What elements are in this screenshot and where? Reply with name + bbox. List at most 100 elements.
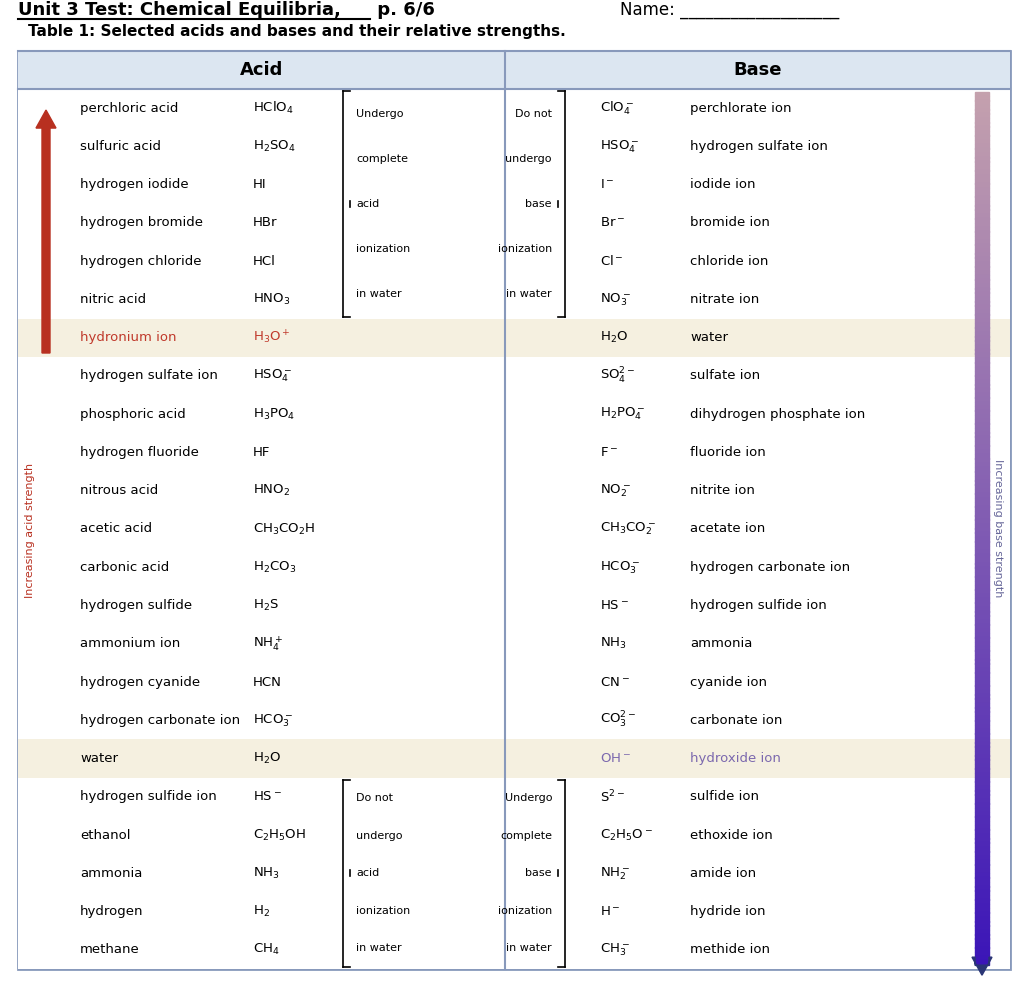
Text: base: base xyxy=(525,199,552,209)
Bar xyxy=(975,144,989,149)
Bar xyxy=(975,650,989,655)
Bar xyxy=(975,558,989,563)
Text: CN$^-$: CN$^-$ xyxy=(600,676,630,689)
Text: HNO$_3$: HNO$_3$ xyxy=(253,292,291,307)
Bar xyxy=(975,166,989,171)
Text: CH$_4$: CH$_4$ xyxy=(253,943,280,957)
Bar xyxy=(975,904,989,908)
Bar xyxy=(975,891,989,896)
Bar xyxy=(975,886,989,891)
Text: HCN: HCN xyxy=(253,676,282,689)
Bar xyxy=(975,606,989,611)
Bar xyxy=(975,738,989,743)
Text: complete: complete xyxy=(500,831,552,841)
Text: undergo: undergo xyxy=(356,831,402,841)
Bar xyxy=(975,747,989,751)
Text: H$_2$SO$_4$: H$_2$SO$_4$ xyxy=(253,139,296,154)
Bar xyxy=(975,855,989,860)
Bar xyxy=(975,807,989,812)
Bar xyxy=(975,340,989,345)
Bar xyxy=(975,175,989,180)
Bar xyxy=(975,91,989,96)
Bar xyxy=(975,485,989,490)
Text: sulfide ion: sulfide ion xyxy=(690,791,759,803)
Bar xyxy=(18,319,1010,357)
Text: carbonate ion: carbonate ion xyxy=(690,714,782,727)
Text: water: water xyxy=(80,752,118,765)
Text: Br$^-$: Br$^-$ xyxy=(600,217,626,230)
Text: chloride ion: chloride ion xyxy=(690,255,768,268)
Bar xyxy=(975,257,989,262)
Bar xyxy=(975,301,989,306)
Bar xyxy=(975,711,989,716)
Text: HSO$_4^-$: HSO$_4^-$ xyxy=(253,368,293,385)
Bar xyxy=(975,550,989,555)
Text: in water: in water xyxy=(507,944,552,954)
Bar xyxy=(975,912,989,917)
Bar xyxy=(975,677,989,682)
Bar xyxy=(975,328,989,333)
Text: acetate ion: acetate ion xyxy=(690,523,765,536)
Bar xyxy=(975,734,989,738)
Bar xyxy=(975,768,989,773)
Bar xyxy=(975,829,989,834)
Bar xyxy=(975,620,989,625)
Bar xyxy=(975,271,989,276)
Bar xyxy=(975,493,989,498)
Text: ionization: ionization xyxy=(356,905,411,916)
Bar xyxy=(975,716,989,721)
Text: dihydrogen phosphate ion: dihydrogen phosphate ion xyxy=(690,408,865,421)
Text: Base: Base xyxy=(733,61,781,79)
Text: base: base xyxy=(525,868,552,878)
Bar xyxy=(975,100,989,105)
Bar xyxy=(975,572,989,577)
Bar xyxy=(975,795,989,800)
Bar xyxy=(975,235,989,240)
FancyArrow shape xyxy=(36,110,56,353)
Bar xyxy=(975,554,989,559)
Text: hydrogen sulfide: hydrogen sulfide xyxy=(80,599,193,612)
Bar xyxy=(975,358,989,363)
Text: nitrous acid: nitrous acid xyxy=(80,485,159,497)
Text: OH$^-$: OH$^-$ xyxy=(600,752,631,765)
Bar xyxy=(975,114,989,119)
Bar xyxy=(975,519,989,524)
Bar xyxy=(975,816,989,821)
Bar xyxy=(975,877,989,882)
Bar xyxy=(975,638,989,643)
Bar xyxy=(975,232,989,236)
Bar xyxy=(975,371,989,376)
Text: C$_2$H$_5$O$^-$: C$_2$H$_5$O$^-$ xyxy=(600,828,653,843)
Bar xyxy=(975,183,989,188)
Text: Increasing acid strength: Increasing acid strength xyxy=(25,463,35,598)
Text: in water: in water xyxy=(507,289,552,299)
Text: fluoride ion: fluoride ion xyxy=(690,446,766,459)
Text: H$_2$O: H$_2$O xyxy=(600,331,628,345)
Text: ammonia: ammonia xyxy=(690,638,753,650)
Bar xyxy=(975,939,989,944)
Bar xyxy=(975,432,989,437)
Bar xyxy=(975,449,989,454)
Bar xyxy=(975,642,989,646)
Text: SO$_4^{2-}$: SO$_4^{2-}$ xyxy=(600,366,636,386)
Text: Table 1: Selected acids and bases and their relative strengths.: Table 1: Selected acids and bases and th… xyxy=(28,24,565,39)
Bar xyxy=(975,873,989,878)
Bar xyxy=(975,314,989,319)
Text: HF: HF xyxy=(253,446,270,459)
Text: hydrogen sulfide ion: hydrogen sulfide ion xyxy=(80,791,217,803)
Bar xyxy=(975,275,989,280)
Text: cyanide ion: cyanide ion xyxy=(690,676,767,689)
Text: undergo: undergo xyxy=(506,154,552,164)
Bar xyxy=(975,458,989,463)
Bar xyxy=(975,759,989,764)
Text: hydrogen fluoride: hydrogen fluoride xyxy=(80,446,199,459)
Bar xyxy=(975,852,989,856)
Bar xyxy=(975,515,989,520)
Bar xyxy=(975,253,989,258)
Bar xyxy=(975,860,989,865)
Text: H$^-$: H$^-$ xyxy=(600,905,621,918)
Text: in water: in water xyxy=(356,289,401,299)
Bar xyxy=(975,440,989,445)
Bar xyxy=(975,214,989,219)
Text: p. 6/6: p. 6/6 xyxy=(371,1,435,19)
